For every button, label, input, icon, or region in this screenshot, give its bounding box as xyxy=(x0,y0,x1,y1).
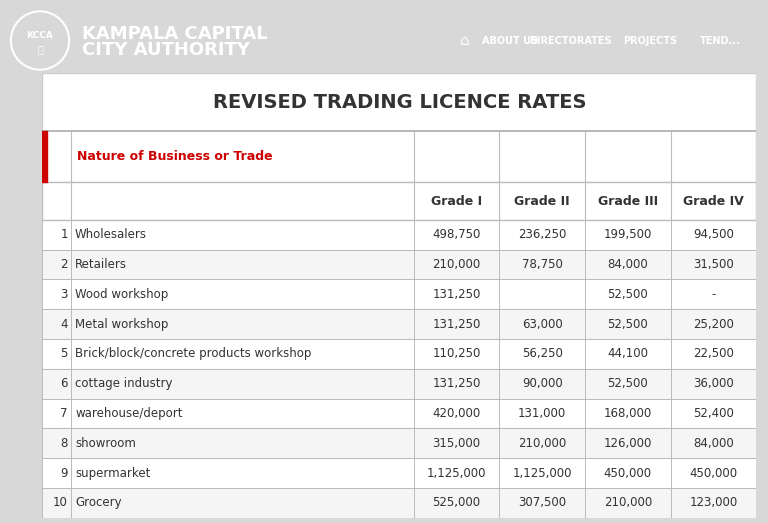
Bar xyxy=(42,131,47,182)
Text: cottage industry: cottage industry xyxy=(75,377,173,390)
Text: -: - xyxy=(711,288,716,301)
Bar xyxy=(42,339,756,369)
Text: 3: 3 xyxy=(61,288,68,301)
Text: KAMPALA CAPITAL: KAMPALA CAPITAL xyxy=(82,25,267,43)
Text: 525,000: 525,000 xyxy=(432,496,481,509)
Bar xyxy=(42,428,756,458)
Text: 210,000: 210,000 xyxy=(432,258,481,271)
Text: 210,000: 210,000 xyxy=(604,496,652,509)
Text: 84,000: 84,000 xyxy=(694,437,734,450)
Text: 25,200: 25,200 xyxy=(694,317,734,331)
Bar xyxy=(42,220,756,249)
Text: 10: 10 xyxy=(53,496,68,509)
Bar xyxy=(42,458,756,488)
Text: 84,000: 84,000 xyxy=(607,258,648,271)
Text: 420,000: 420,000 xyxy=(432,407,481,420)
Bar xyxy=(42,488,756,518)
Text: 56,250: 56,250 xyxy=(521,347,563,360)
Text: 52,500: 52,500 xyxy=(607,288,648,301)
Text: Brick/block/concrete products workshop: Brick/block/concrete products workshop xyxy=(75,347,312,360)
Text: 22,500: 22,500 xyxy=(694,347,734,360)
Text: DIRECTORATES: DIRECTORATES xyxy=(528,36,611,46)
Text: 315,000: 315,000 xyxy=(432,437,481,450)
Text: 52,400: 52,400 xyxy=(694,407,734,420)
Text: Grocery: Grocery xyxy=(75,496,121,509)
Text: REVISED TRADING LICENCE RATES: REVISED TRADING LICENCE RATES xyxy=(213,93,586,111)
Text: PROJECTS: PROJECTS xyxy=(623,36,677,46)
Bar xyxy=(42,309,756,339)
Text: 🏛: 🏛 xyxy=(37,44,43,54)
Text: 168,000: 168,000 xyxy=(604,407,652,420)
Text: 1,125,000: 1,125,000 xyxy=(427,467,486,480)
Bar xyxy=(42,369,756,399)
Text: 307,500: 307,500 xyxy=(518,496,566,509)
Text: 94,500: 94,500 xyxy=(694,229,734,241)
Text: 110,250: 110,250 xyxy=(432,347,481,360)
Text: 199,500: 199,500 xyxy=(604,229,652,241)
Text: Grade IV: Grade IV xyxy=(684,195,744,208)
Text: 36,000: 36,000 xyxy=(694,377,734,390)
Text: 90,000: 90,000 xyxy=(521,377,563,390)
Text: KCCA: KCCA xyxy=(27,31,54,40)
Text: 131,250: 131,250 xyxy=(432,377,481,390)
Text: 5: 5 xyxy=(61,347,68,360)
Text: 4: 4 xyxy=(61,317,68,331)
Text: 52,500: 52,500 xyxy=(607,317,648,331)
Text: Grade I: Grade I xyxy=(431,195,482,208)
Text: 450,000: 450,000 xyxy=(604,467,652,480)
Text: 131,250: 131,250 xyxy=(432,288,481,301)
Text: ABOUT US: ABOUT US xyxy=(482,36,538,46)
Text: 498,750: 498,750 xyxy=(432,229,481,241)
Bar xyxy=(42,399,756,428)
Text: CITY AUTHORITY: CITY AUTHORITY xyxy=(82,41,250,59)
Text: Retailers: Retailers xyxy=(75,258,127,271)
Text: 44,100: 44,100 xyxy=(607,347,648,360)
Text: ⌂: ⌂ xyxy=(460,33,470,48)
Text: Nature of Business or Trade: Nature of Business or Trade xyxy=(77,150,272,163)
Text: 31,500: 31,500 xyxy=(694,258,734,271)
Text: 123,000: 123,000 xyxy=(690,496,738,509)
Text: 2: 2 xyxy=(61,258,68,271)
Text: 131,000: 131,000 xyxy=(518,407,566,420)
Text: 126,000: 126,000 xyxy=(604,437,652,450)
Text: 9: 9 xyxy=(61,467,68,480)
Text: showroom: showroom xyxy=(75,437,136,450)
Text: warehouse/deport: warehouse/deport xyxy=(75,407,183,420)
Text: supermarket: supermarket xyxy=(75,467,151,480)
Text: Metal workshop: Metal workshop xyxy=(75,317,168,331)
Text: Wood workshop: Wood workshop xyxy=(75,288,168,301)
Text: 131,250: 131,250 xyxy=(432,317,481,331)
Text: 210,000: 210,000 xyxy=(518,437,566,450)
Text: 450,000: 450,000 xyxy=(690,467,738,480)
Text: Grade III: Grade III xyxy=(598,195,658,208)
Text: 1,125,000: 1,125,000 xyxy=(512,467,572,480)
Text: 6: 6 xyxy=(61,377,68,390)
Text: 52,500: 52,500 xyxy=(607,377,648,390)
Text: Wholesalers: Wholesalers xyxy=(75,229,147,241)
Text: 78,750: 78,750 xyxy=(521,258,563,271)
Text: 1: 1 xyxy=(61,229,68,241)
Text: 63,000: 63,000 xyxy=(521,317,563,331)
Text: 8: 8 xyxy=(61,437,68,450)
Text: 7: 7 xyxy=(61,407,68,420)
Text: Grade II: Grade II xyxy=(515,195,570,208)
Bar xyxy=(42,279,756,309)
Text: TEND...: TEND... xyxy=(700,36,740,46)
Text: 236,250: 236,250 xyxy=(518,229,566,241)
Bar xyxy=(42,249,756,279)
